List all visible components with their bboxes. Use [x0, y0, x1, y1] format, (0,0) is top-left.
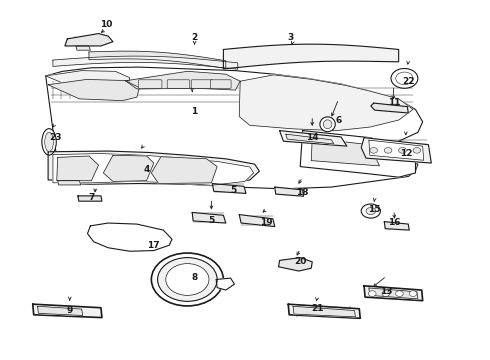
Polygon shape [103, 155, 154, 181]
Text: 13: 13 [380, 287, 393, 296]
Circle shape [370, 148, 377, 153]
Polygon shape [384, 222, 409, 230]
FancyBboxPatch shape [167, 80, 190, 88]
Circle shape [395, 291, 403, 296]
Circle shape [399, 148, 406, 153]
Text: 23: 23 [49, 133, 62, 142]
Polygon shape [293, 306, 355, 317]
Ellipse shape [320, 117, 335, 132]
Polygon shape [223, 44, 399, 69]
Polygon shape [371, 103, 408, 113]
Polygon shape [46, 67, 423, 189]
Polygon shape [239, 215, 275, 226]
Polygon shape [65, 33, 113, 46]
Text: 22: 22 [402, 77, 415, 86]
Circle shape [166, 264, 209, 295]
Text: 18: 18 [296, 188, 309, 197]
Text: 9: 9 [67, 306, 73, 315]
Polygon shape [151, 157, 217, 184]
Circle shape [361, 204, 380, 218]
Circle shape [409, 291, 417, 296]
Circle shape [366, 207, 376, 215]
Circle shape [396, 72, 413, 85]
Text: 5: 5 [230, 186, 236, 195]
Polygon shape [53, 56, 238, 69]
Polygon shape [48, 151, 259, 184]
Polygon shape [46, 71, 130, 93]
Polygon shape [212, 184, 246, 193]
Polygon shape [88, 223, 172, 251]
Polygon shape [57, 156, 98, 181]
Polygon shape [369, 140, 424, 160]
Polygon shape [76, 46, 90, 50]
Polygon shape [239, 75, 413, 131]
Circle shape [384, 148, 392, 153]
Circle shape [151, 253, 223, 306]
FancyBboxPatch shape [191, 80, 213, 88]
Polygon shape [53, 154, 254, 185]
Text: 19: 19 [260, 218, 273, 227]
Polygon shape [125, 71, 240, 90]
Text: 1: 1 [192, 107, 197, 116]
Text: 7: 7 [88, 193, 95, 202]
Text: 8: 8 [192, 273, 197, 282]
Text: 2: 2 [192, 33, 197, 42]
Polygon shape [361, 138, 431, 163]
Ellipse shape [45, 132, 53, 152]
Polygon shape [300, 131, 416, 177]
Polygon shape [286, 134, 334, 144]
Circle shape [158, 258, 217, 301]
Text: 10: 10 [99, 20, 112, 29]
Text: 5: 5 [208, 216, 215, 225]
Circle shape [368, 291, 376, 296]
Text: 15: 15 [368, 206, 381, 215]
Text: 14: 14 [306, 133, 318, 142]
Text: 12: 12 [400, 149, 412, 158]
Ellipse shape [42, 129, 56, 155]
Polygon shape [78, 196, 102, 201]
Polygon shape [311, 138, 379, 166]
Polygon shape [288, 304, 360, 318]
Polygon shape [33, 304, 102, 318]
Text: 3: 3 [288, 33, 294, 42]
Text: 6: 6 [336, 116, 342, 125]
Polygon shape [279, 258, 312, 271]
Circle shape [391, 68, 418, 88]
Polygon shape [369, 288, 418, 299]
Circle shape [382, 291, 390, 296]
Polygon shape [89, 51, 226, 68]
FancyBboxPatch shape [210, 80, 231, 88]
Polygon shape [58, 181, 81, 185]
Polygon shape [192, 212, 226, 223]
Circle shape [413, 148, 421, 153]
Polygon shape [38, 306, 83, 315]
Polygon shape [275, 187, 304, 196]
Text: 17: 17 [147, 241, 160, 250]
FancyBboxPatch shape [138, 80, 162, 88]
Polygon shape [364, 286, 423, 301]
Text: 4: 4 [144, 165, 150, 174]
Polygon shape [48, 80, 139, 100]
Text: 16: 16 [388, 218, 400, 227]
Ellipse shape [323, 120, 332, 129]
Text: 21: 21 [311, 304, 323, 313]
Polygon shape [280, 131, 347, 146]
Polygon shape [216, 278, 234, 290]
Text: 20: 20 [294, 257, 306, 266]
Text: 11: 11 [388, 98, 400, 107]
